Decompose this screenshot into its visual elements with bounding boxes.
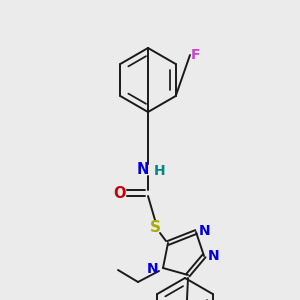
Text: N: N xyxy=(208,249,220,263)
Text: N: N xyxy=(147,262,159,276)
Text: F: F xyxy=(191,48,201,62)
Text: H: H xyxy=(154,164,166,178)
Text: O: O xyxy=(114,185,126,200)
Text: N: N xyxy=(137,163,149,178)
Text: N: N xyxy=(199,224,211,238)
Text: S: S xyxy=(149,220,161,236)
